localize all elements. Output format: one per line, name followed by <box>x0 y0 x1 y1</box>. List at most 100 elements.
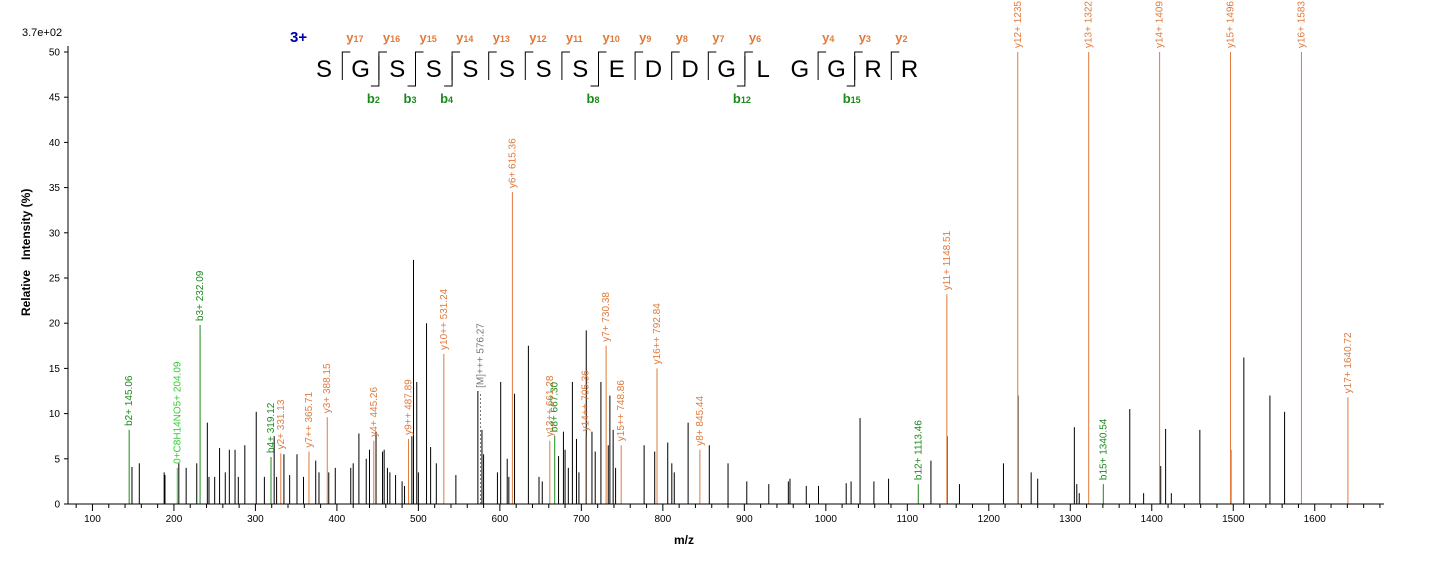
sequence-residue: G <box>351 56 370 83</box>
y-ion-label: y13 <box>493 30 510 45</box>
y-tick-label: 15 <box>49 364 61 375</box>
b-ion-label: b8 <box>587 91 600 106</box>
peak-label: b12+ 1113.46 <box>913 420 924 480</box>
sequence-residue: E <box>609 56 625 83</box>
x-tick-label: 1300 <box>1059 514 1082 525</box>
y-ticks: 0 5 10 15 20 25 30 35 40 45 50 <box>49 48 68 511</box>
y-tick-label: 30 <box>49 228 61 239</box>
x-tick-label: 1600 <box>1304 514 1327 525</box>
y-ion-label: y7 <box>712 30 724 45</box>
sequence-residue: S <box>462 56 478 83</box>
peak-label: b3+ 232.09 <box>195 270 206 321</box>
y-ion-marker <box>598 51 607 80</box>
x-tick-label: 300 <box>247 514 264 525</box>
y-tick-label: 25 <box>49 274 61 285</box>
x-axis-title: m/z <box>674 533 694 547</box>
b-ion-label: b12 <box>733 91 751 106</box>
axes <box>67 46 1384 505</box>
y-tick-label: 45 <box>49 93 61 104</box>
sequence-residue: R <box>901 56 918 83</box>
y-ion-label: y2 <box>895 30 907 45</box>
peak-label: y12+ 1235.56 <box>1013 0 1024 48</box>
y-ion-label: y11 <box>566 30 583 45</box>
y-ion-label: y6 <box>749 30 761 45</box>
y-tick-label: 0 <box>54 500 60 511</box>
peak-label: y13++ 661.28 <box>545 375 556 437</box>
y-ion-label: y3 <box>859 30 871 45</box>
b-ion-label: b4 <box>440 91 453 106</box>
peak-label: b2+ 145.06 <box>124 375 135 426</box>
peak-label: y2+ 331.13 <box>276 399 287 449</box>
sequence-residue: S <box>389 56 405 83</box>
x-tick-label: 1200 <box>978 514 1001 525</box>
peak-label: 0+C8H14NO5+ 204.09 <box>172 361 183 464</box>
x-tick-label: 1000 <box>815 514 838 525</box>
y-tick-label: 40 <box>49 138 61 149</box>
y-ion-marker <box>817 51 827 80</box>
y-ion-label: y4 <box>822 30 834 45</box>
y-axis-title-part1: Relative <box>19 270 33 316</box>
peak-label: [M]+++ 576.27 <box>476 323 487 388</box>
y-ion-marker <box>341 51 351 80</box>
peak-label: y11+ 1148.51 <box>942 230 953 290</box>
y-ion-marker <box>634 51 644 80</box>
peak-label: y3+ 388.15 <box>322 363 333 413</box>
peak-label: y9++ 487.89 <box>404 379 415 435</box>
peak-label: y6+ 615.36 <box>507 138 518 188</box>
peak-label: b15+ 1340.54 <box>1098 418 1109 480</box>
y-tick-label: 5 <box>54 454 60 465</box>
y-ion-label: y12 <box>529 30 546 45</box>
y-ion-marker <box>890 51 900 80</box>
peak-label: y7++ 365.71 <box>304 392 315 448</box>
sequence-residue: S <box>572 56 588 83</box>
b-ion-marker <box>444 56 453 87</box>
sequence-residue: D <box>681 56 698 83</box>
b-ion-label: b3 <box>404 91 417 106</box>
x-tick-label: 100 <box>84 514 101 525</box>
peak-label: y7+ 730.38 <box>601 292 612 342</box>
sequence-residue: D <box>645 56 662 83</box>
x-ticks: 100 200 300 400 500 600 700 800 900 1000 1100 1200 1… <box>75 504 1381 525</box>
sequence-residue: G <box>790 56 809 83</box>
y-ion-marker <box>451 51 461 80</box>
peak-label: b4+ 319.12 <box>266 402 277 453</box>
x-tick-label: 700 <box>573 514 590 525</box>
charge-state-label: 3+ <box>290 29 307 46</box>
x-tick-label: 900 <box>736 514 753 525</box>
x-tick-label: 600 <box>492 514 509 525</box>
sequence-residue: L <box>757 56 770 83</box>
peak-label: y16+ 1583.68 <box>1296 0 1307 48</box>
x-tick-label: 200 <box>166 514 183 525</box>
y-ion-marker <box>488 51 497 80</box>
peaks: b2+ 145.06 0+C8H14NO5+ 204.09 b3+ 232.09 b4… <box>124 0 1354 504</box>
y-ion-marker <box>744 51 753 80</box>
y-ion-marker <box>561 51 570 80</box>
b-ion-marker <box>590 56 599 87</box>
y-ion-label: y17 <box>346 30 363 45</box>
b-ion-label: b2 <box>367 91 380 106</box>
peak-label: y16++ 792.84 <box>652 303 663 365</box>
y-ion-label: y16 <box>383 30 400 45</box>
y-ion-marker <box>378 51 387 80</box>
peak-label: y13+ 1322.59 <box>1084 0 1095 48</box>
x-tick-label: 400 <box>329 514 346 525</box>
x-tick-label: 800 <box>655 514 672 525</box>
b-ion-marker <box>370 56 380 87</box>
b-ion-label: b15 <box>843 91 861 106</box>
y-ion-marker <box>671 51 680 80</box>
y-ion-marker <box>524 51 534 80</box>
sequence-residue: R <box>864 56 881 83</box>
peak-label: y15+ 1496.65 <box>1226 0 1237 48</box>
y-axis-title-part2: Intensity (%) <box>19 189 33 260</box>
peak-label: y15++ 748.86 <box>616 380 627 442</box>
y-tick-label: 20 <box>49 319 61 330</box>
sequence-residue: S <box>316 56 332 83</box>
peak-label: b8+ 667.30 <box>550 381 561 432</box>
y-tick-label: 50 <box>49 48 61 59</box>
peak-label: y8+ 845.44 <box>695 396 706 446</box>
b-ion-marker <box>846 56 856 87</box>
sequence-residue: S <box>426 56 442 83</box>
y-ion-marker <box>415 51 424 80</box>
y-ion-label: y8 <box>676 30 688 45</box>
